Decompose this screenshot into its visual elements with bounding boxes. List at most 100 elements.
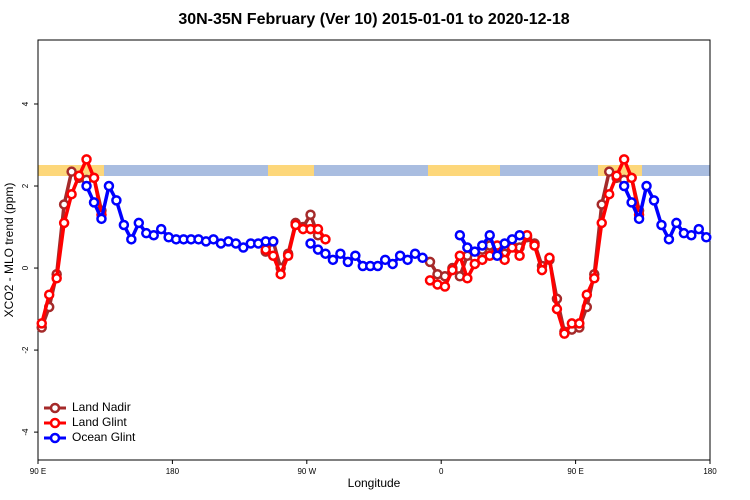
data-point	[701, 232, 712, 243]
data-point	[103, 180, 115, 192]
series-line	[40, 157, 641, 336]
data-point	[686, 229, 697, 241]
data-point	[477, 240, 488, 251]
legend-marker	[49, 402, 61, 414]
legend-label: Ocean Glint	[72, 430, 136, 444]
data-point	[499, 254, 510, 266]
data-point	[439, 281, 451, 292]
data-point	[126, 234, 137, 245]
data-point	[73, 170, 85, 182]
data-point	[342, 256, 354, 268]
y-tick-label: -4	[21, 428, 30, 436]
x-tick-label: 180	[703, 467, 717, 476]
data-point	[379, 254, 391, 266]
data-point	[88, 172, 100, 184]
y-axis-label: XCO2 - MLO trend (ppm)	[2, 183, 16, 318]
data-point	[230, 238, 242, 249]
data-point	[454, 250, 466, 261]
data-point	[118, 219, 130, 231]
data-point	[693, 223, 705, 235]
data-point	[58, 217, 70, 229]
data-point	[66, 166, 77, 177]
chart-title: 30N-35N February (Ver 10) 2015-01-01 to …	[178, 11, 569, 28]
x-tick-label: 180	[166, 467, 180, 476]
data-point	[648, 195, 660, 206]
data-point	[454, 229, 466, 241]
data-point	[417, 252, 428, 264]
land-strip	[268, 165, 314, 176]
data-point	[469, 258, 481, 270]
data-point	[66, 188, 77, 200]
data-point	[372, 260, 383, 272]
data-point	[312, 244, 324, 255]
y-tick-label: 2	[21, 183, 30, 188]
plot-frame	[37, 39, 711, 461]
data-point	[402, 254, 413, 266]
data-point	[618, 154, 630, 165]
x-tick-label: 90 E	[30, 467, 46, 476]
data-point	[111, 195, 122, 206]
data-point	[327, 254, 339, 266]
data-point	[559, 328, 570, 339]
data-point	[596, 217, 607, 229]
data-point	[603, 188, 615, 200]
legend-marker	[49, 417, 61, 429]
data-point	[447, 264, 458, 276]
y-tick-label: -2	[21, 346, 30, 354]
data-point	[387, 258, 398, 270]
data-point	[320, 234, 331, 245]
data-point	[267, 236, 279, 247]
data-point	[335, 248, 346, 259]
data-point	[394, 250, 406, 261]
data-point	[36, 318, 47, 329]
data-point	[506, 234, 518, 245]
x-tick-label: 0	[439, 467, 444, 476]
data-point	[305, 209, 316, 220]
data-point	[260, 244, 271, 255]
data-point	[208, 234, 219, 245]
data-point	[469, 246, 481, 257]
data-point	[626, 172, 637, 184]
legend-label: Land Glint	[72, 415, 127, 429]
data-point	[148, 229, 159, 241]
data-point	[96, 213, 107, 225]
x-tick-label: 90 W	[297, 467, 316, 476]
data-point	[51, 273, 62, 284]
legend-label: Land Nadir	[72, 400, 131, 414]
data-point	[499, 238, 510, 249]
data-point	[133, 217, 145, 229]
data-point	[633, 213, 645, 225]
data-point	[424, 256, 436, 268]
data-point	[290, 219, 301, 231]
data-point	[312, 223, 324, 235]
data-point	[603, 166, 615, 177]
data-point	[462, 273, 473, 284]
data-point	[611, 170, 622, 182]
data-point	[424, 275, 436, 286]
data-point	[81, 180, 92, 192]
x-tick-label: 90 E	[567, 467, 583, 476]
land-strip	[428, 165, 500, 176]
data-point	[88, 197, 100, 208]
data-point	[663, 234, 675, 245]
data-point	[626, 197, 637, 208]
data-point	[589, 273, 600, 284]
data-point	[320, 248, 331, 259]
y-tick-label: 4	[21, 101, 30, 106]
x-axis-label: Longitude	[348, 476, 401, 490]
data-point	[462, 242, 473, 253]
data-point	[514, 229, 525, 241]
data-point	[656, 219, 667, 231]
y-tick-label: 0	[21, 265, 30, 270]
data-point	[43, 289, 55, 300]
data-point	[238, 242, 249, 253]
data-point	[484, 229, 495, 241]
data-point	[350, 250, 361, 261]
data-point	[81, 154, 92, 165]
data-point	[514, 250, 525, 261]
data-point	[409, 248, 421, 259]
legend-marker	[49, 432, 61, 444]
data-point	[491, 250, 503, 261]
